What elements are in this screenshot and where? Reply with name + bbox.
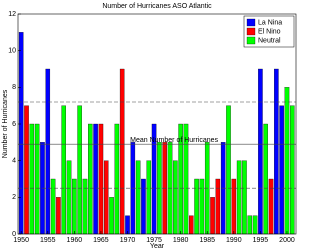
legend-swatch bbox=[246, 18, 256, 27]
legend-label: El Nino bbox=[258, 28, 281, 35]
y-tick-label: 2 bbox=[12, 194, 16, 201]
x-tick-label: 1975 bbox=[146, 237, 162, 244]
legend-label: Neutral bbox=[258, 37, 281, 44]
bar bbox=[119, 68, 125, 235]
bar bbox=[274, 68, 279, 235]
y-tick-label: 8 bbox=[12, 84, 16, 91]
bar bbox=[141, 178, 146, 235]
bar bbox=[173, 160, 178, 235]
bar bbox=[263, 123, 268, 235]
bar bbox=[98, 123, 104, 235]
y-tick-label: 12 bbox=[8, 11, 16, 18]
y-tick-label: 6 bbox=[12, 121, 16, 128]
bar bbox=[284, 87, 290, 235]
bar bbox=[194, 178, 199, 235]
x-tick-label: 1995 bbox=[253, 237, 269, 244]
bar bbox=[215, 178, 221, 235]
bar bbox=[258, 68, 263, 235]
y-tick-label: 4 bbox=[12, 158, 16, 165]
bar bbox=[88, 123, 93, 235]
chart: Number of Hurricanes ASO Atlantic Year N… bbox=[2, 3, 297, 250]
bar bbox=[242, 160, 247, 235]
bar bbox=[199, 178, 205, 235]
bar bbox=[24, 105, 29, 235]
x-tick-label: 1970 bbox=[120, 237, 136, 244]
bar bbox=[210, 197, 215, 235]
bar bbox=[45, 68, 51, 235]
bar bbox=[268, 178, 274, 235]
bar bbox=[247, 215, 253, 235]
x-axis-label: Year bbox=[150, 243, 165, 250]
x-tick-label: 1960 bbox=[67, 237, 83, 244]
y-tick-label: 10 bbox=[8, 48, 16, 55]
x-tick-label: 2000 bbox=[279, 237, 295, 244]
bar bbox=[77, 105, 82, 235]
y-tick-label: 0 bbox=[12, 231, 16, 238]
bar bbox=[61, 105, 66, 235]
legend-label: La Nina bbox=[258, 19, 282, 26]
bar bbox=[146, 160, 152, 235]
x-tick-label: 1985 bbox=[199, 237, 215, 244]
chart-title: Number of Hurricanes ASO Atlantic bbox=[102, 3, 212, 10]
bar bbox=[236, 160, 242, 235]
bar bbox=[135, 160, 141, 235]
bar bbox=[34, 123, 40, 235]
x-tick-label: 1955 bbox=[40, 237, 56, 244]
bar bbox=[29, 123, 35, 235]
bar bbox=[109, 197, 114, 235]
bar bbox=[279, 105, 284, 235]
bar bbox=[56, 197, 61, 235]
bar bbox=[103, 160, 109, 235]
x-tick-label: 1990 bbox=[226, 237, 242, 244]
bar bbox=[189, 215, 194, 235]
bar bbox=[18, 32, 24, 235]
bar bbox=[93, 123, 98, 235]
reference-label: Mean Number of Hurricanes bbox=[130, 137, 218, 144]
bar bbox=[226, 105, 231, 235]
y-axis-label: Number of Hurricanes bbox=[2, 89, 9, 158]
bar bbox=[66, 160, 72, 235]
bar bbox=[114, 123, 120, 235]
bar bbox=[72, 178, 77, 235]
bar bbox=[252, 215, 258, 235]
legend-swatch bbox=[246, 27, 256, 36]
x-tick-label: 1965 bbox=[93, 237, 109, 244]
x-tick-label: 1980 bbox=[173, 237, 189, 244]
x-tick-label: 1950 bbox=[13, 237, 29, 244]
legend-swatch bbox=[246, 36, 256, 45]
bar bbox=[231, 178, 237, 235]
bar bbox=[50, 178, 56, 235]
bar bbox=[82, 178, 88, 235]
bar bbox=[290, 105, 295, 235]
